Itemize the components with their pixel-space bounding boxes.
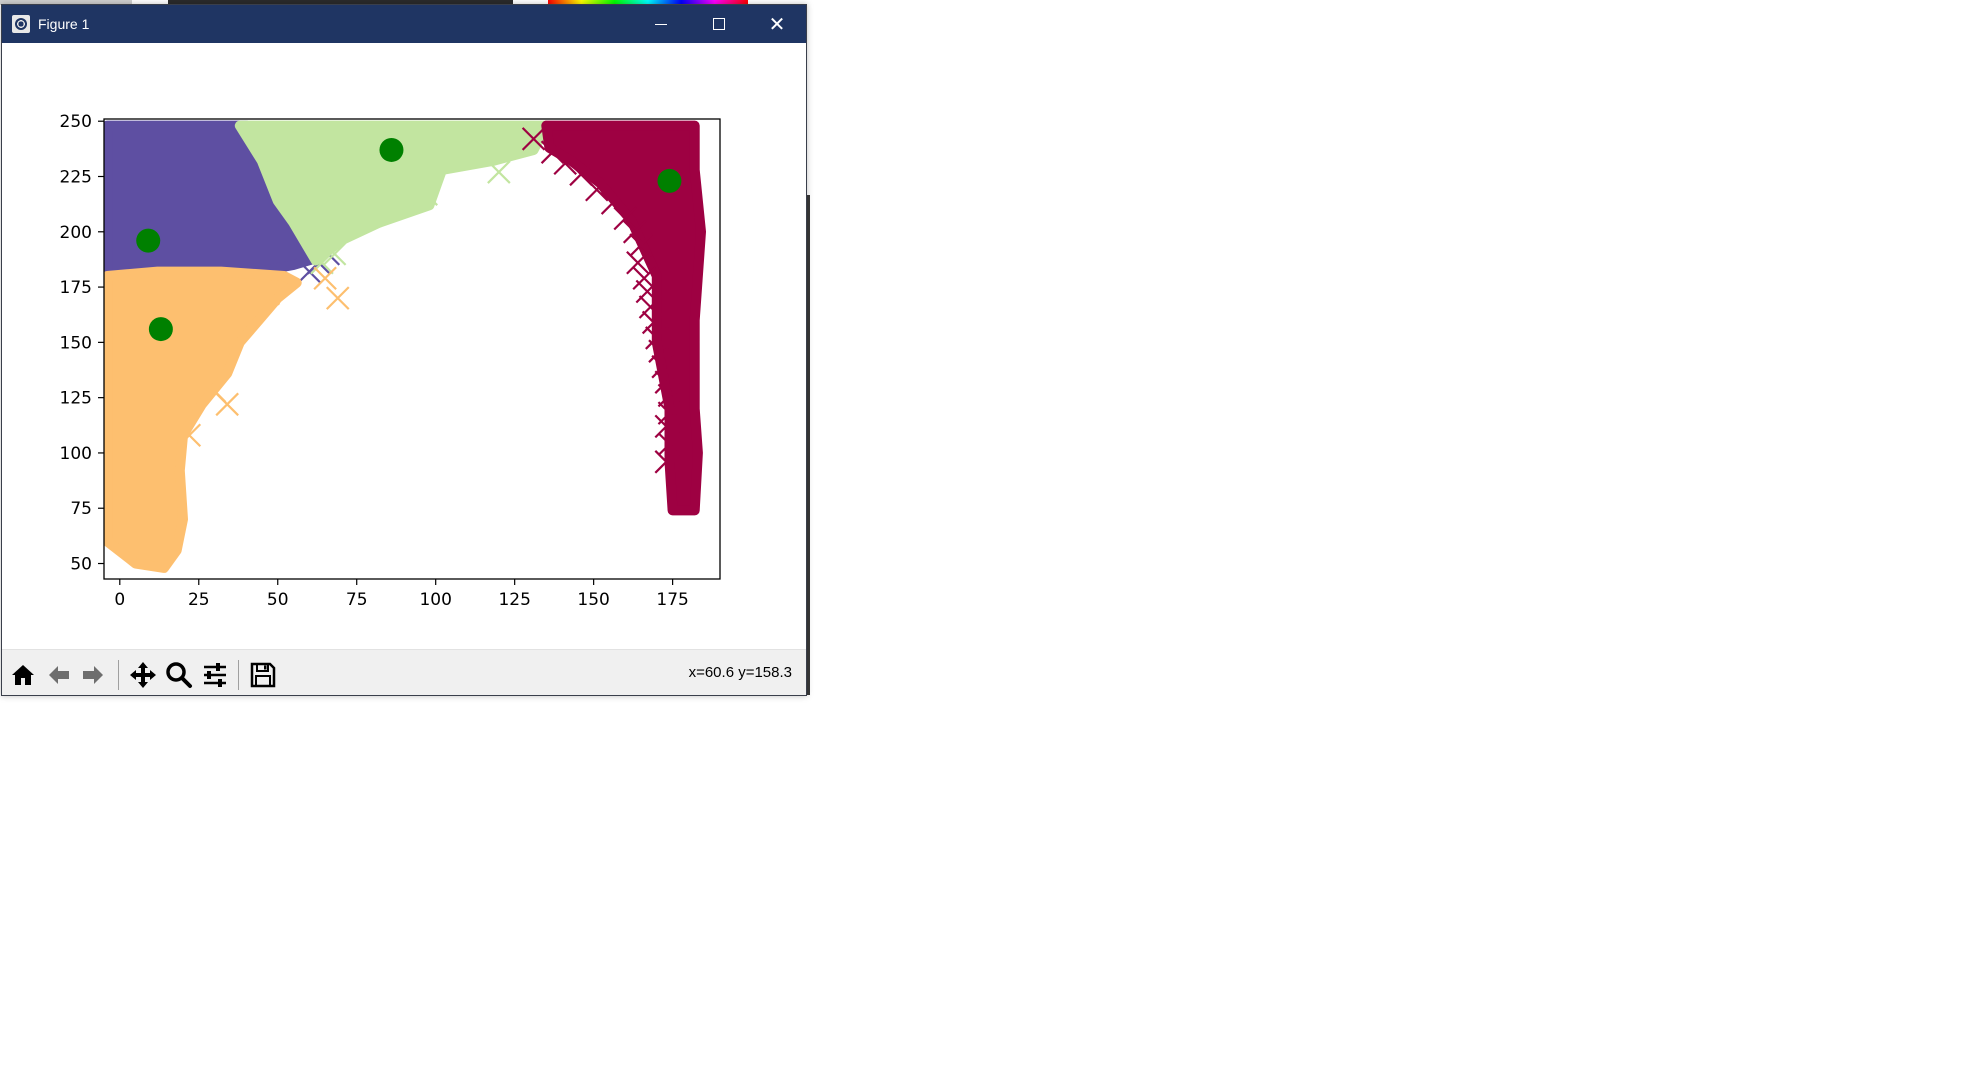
close-icon: ✕ xyxy=(768,12,786,36)
maximize-button[interactable] xyxy=(690,5,748,43)
scatter-point xyxy=(322,242,347,266)
configure-subplots-icon xyxy=(204,663,226,687)
data-layer xyxy=(104,120,706,573)
y-tick-label: 225 xyxy=(60,168,92,188)
pan-icon xyxy=(130,662,156,688)
scatter-point xyxy=(613,206,638,231)
x-tick-label: 75 xyxy=(346,590,368,610)
x-tick-label: 125 xyxy=(498,590,530,610)
back-button[interactable] xyxy=(42,658,76,692)
x-tick-label: 150 xyxy=(577,590,609,610)
scatter-point xyxy=(487,160,511,184)
scatter-point xyxy=(325,286,350,310)
scatter-point xyxy=(622,220,647,244)
centroid-point xyxy=(379,137,404,162)
scatter-point xyxy=(635,279,660,304)
scatter-point xyxy=(651,354,675,379)
scatter-point xyxy=(626,250,650,275)
pan-button[interactable] xyxy=(126,658,160,692)
x-tick-label: 25 xyxy=(188,590,210,610)
cluster-region xyxy=(541,120,706,516)
minimize-button[interactable] xyxy=(632,5,690,43)
scatter-point xyxy=(256,281,281,306)
scatter-point xyxy=(540,140,565,164)
scatter-point xyxy=(177,423,202,448)
scatter-point xyxy=(648,339,672,363)
home-button[interactable] xyxy=(6,658,40,692)
navigation-toolbar: x=60.6 y=158.3 xyxy=(2,649,806,695)
close-button[interactable]: ✕ xyxy=(748,5,806,43)
back-icon xyxy=(49,666,69,684)
home-icon xyxy=(12,665,34,685)
configure-subplots-button[interactable] xyxy=(198,658,232,692)
scatter-point xyxy=(414,182,438,206)
title-bar[interactable]: Figure 1 ✕ xyxy=(2,5,806,43)
y-tick-label: 75 xyxy=(70,499,92,519)
centroid-point xyxy=(148,317,173,342)
y-tick-label: 100 xyxy=(60,444,92,464)
y-tick-label: 150 xyxy=(60,333,92,353)
scatter-point xyxy=(654,450,679,474)
save-button[interactable] xyxy=(246,658,280,692)
x-tick-label: 100 xyxy=(419,590,451,610)
cursor-coordinates: x=60.6 y=158.3 xyxy=(688,664,792,681)
axes-layer: 0 25 50 75 100 125 150 175 50 75 100 125 150 175 200 22… xyxy=(60,112,721,610)
scatter-point xyxy=(313,266,337,291)
toolbar-separator xyxy=(238,660,239,690)
scatter-point xyxy=(657,401,682,425)
scatter-point xyxy=(310,250,334,275)
maximize-icon xyxy=(713,18,725,30)
cluster-region xyxy=(104,266,302,573)
x-tick-label: 175 xyxy=(656,590,688,610)
toolbar-separator xyxy=(118,660,119,690)
matplotlib-icon xyxy=(12,15,30,33)
desktop-fragment xyxy=(168,0,513,5)
scatter-point xyxy=(202,379,227,403)
scatter-point xyxy=(600,191,625,215)
scatter-point xyxy=(638,295,663,319)
y-tick-label: 250 xyxy=(60,112,92,132)
forward-icon xyxy=(83,666,103,684)
desktop-fragment xyxy=(0,0,132,5)
scatter-point xyxy=(641,310,666,335)
scatter-point xyxy=(654,370,679,394)
minimize-icon xyxy=(655,23,667,25)
desktop-fragment xyxy=(548,0,748,5)
figure-canvas[interactable]: 0 25 50 75 100 125 150 175 50 75 100 125 150 175 200 22… xyxy=(2,43,806,649)
centroid-point xyxy=(136,228,161,253)
x-tick-label: 0 xyxy=(114,590,125,610)
x-tick-label: 50 xyxy=(267,590,289,610)
y-tick-label: 175 xyxy=(60,278,92,298)
scatter-point xyxy=(657,383,682,408)
scatter-point xyxy=(645,326,669,350)
scatter-point xyxy=(585,177,609,202)
centroid-point xyxy=(657,168,682,193)
scatter-point xyxy=(553,151,577,176)
save-icon xyxy=(250,662,276,688)
y-tick-label: 125 xyxy=(60,389,92,409)
desktop-window-edge xyxy=(806,195,810,695)
zoom-icon xyxy=(166,662,192,688)
zoom-button[interactable] xyxy=(162,658,196,692)
forward-button[interactable] xyxy=(76,658,110,692)
scatter-point xyxy=(521,127,546,151)
cluster-region xyxy=(234,120,552,266)
y-tick-label: 200 xyxy=(60,223,92,243)
figure-window: Figure 1 ✕ 0 25 50 75 100 125 150 175 50 75 100 125… xyxy=(1,4,807,696)
scatter-chart[interactable]: 0 25 50 75 100 125 150 175 50 75 100 125 150 175 200 22… xyxy=(2,43,806,649)
y-tick-label: 50 xyxy=(70,555,92,575)
axes-frame xyxy=(103,118,721,580)
scatter-point xyxy=(632,266,656,291)
window-title: Figure 1 xyxy=(38,16,90,32)
